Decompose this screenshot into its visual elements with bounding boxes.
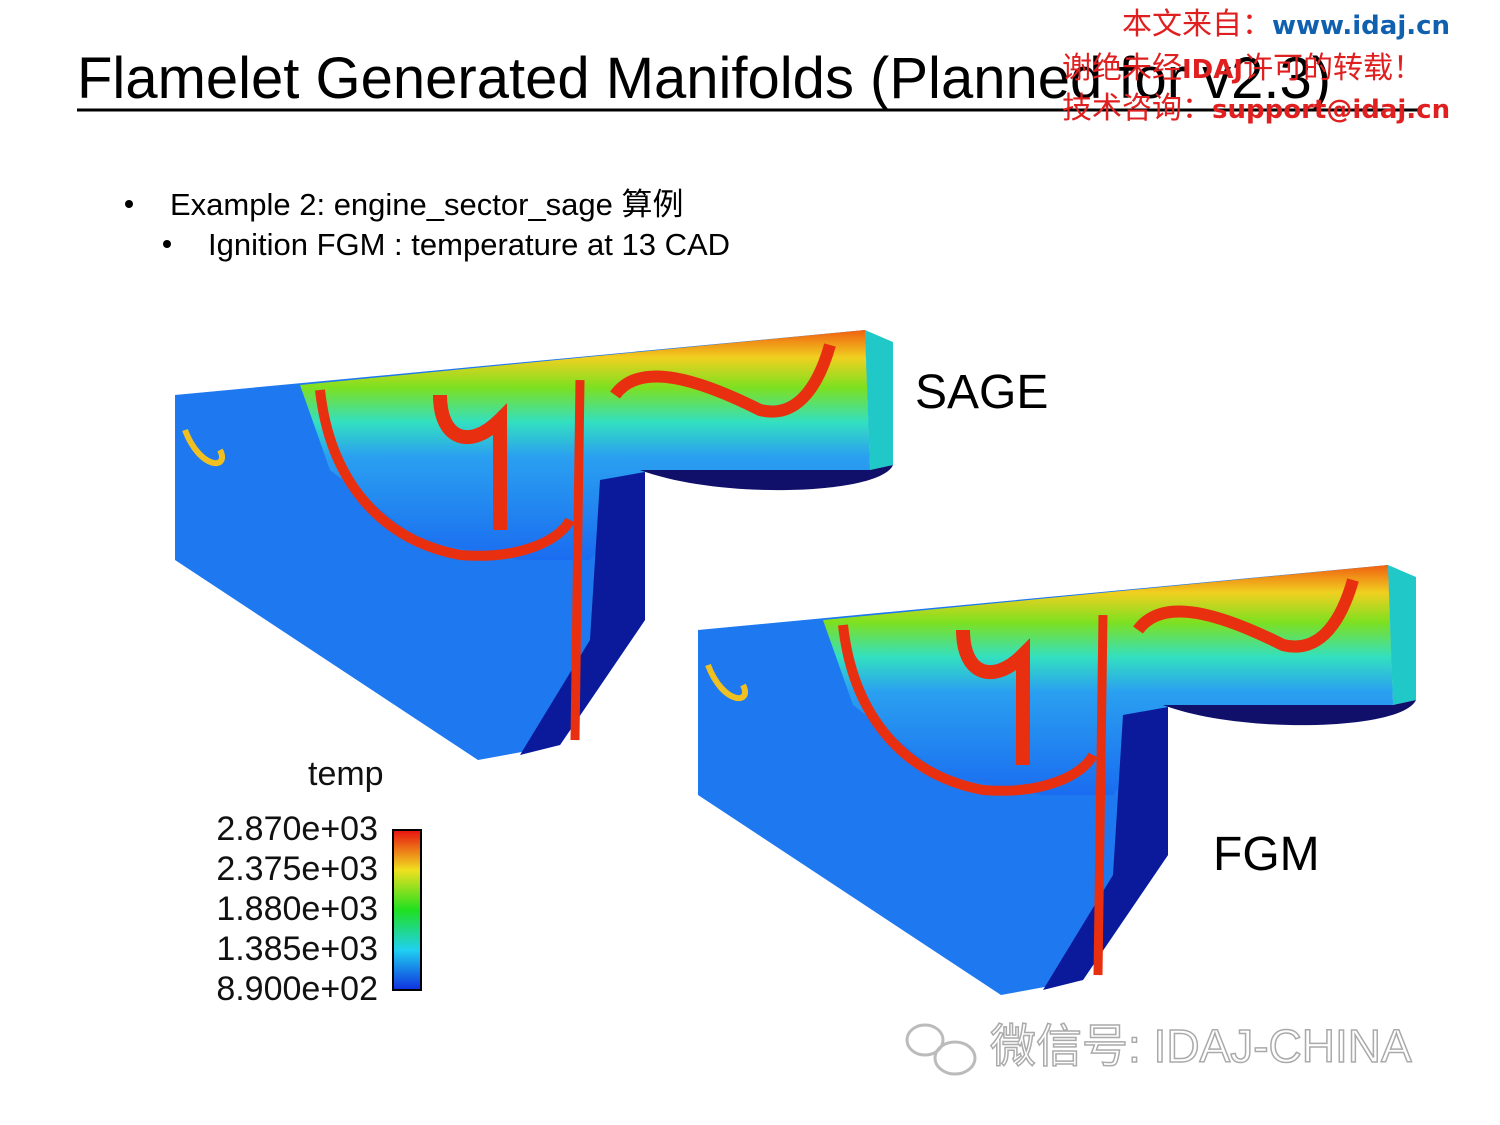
figure-label: FGM bbox=[1213, 828, 1320, 881]
watermark-email: support@idaj.cn bbox=[1212, 95, 1450, 125]
bullet bbox=[163, 240, 171, 248]
watermark-text: 技术咨询：support@idaj.cn bbox=[1062, 91, 1450, 126]
legend-label: 2.870e+03 bbox=[216, 810, 378, 848]
legend-label: 1.880e+03 bbox=[216, 890, 378, 928]
fgm-render bbox=[698, 565, 1416, 995]
watermark-text: 本文来自：www.idaj.cn bbox=[1122, 7, 1450, 42]
figure-label: SAGE bbox=[915, 366, 1048, 419]
watermark-text: 本文来自： bbox=[1122, 7, 1272, 42]
bullet-text: Example 2: engine_sector_sage 算例 bbox=[170, 187, 684, 222]
bullet bbox=[125, 200, 133, 208]
legend-title: temp bbox=[308, 755, 384, 793]
legend-label: 8.900e+02 bbox=[216, 970, 378, 1008]
watermark-text: 谢绝未经IDAJ许可的转载！ bbox=[1062, 51, 1423, 86]
colorbar bbox=[392, 829, 422, 991]
slide-title: Flamelet Generated Manifolds (Planned fo… bbox=[77, 46, 1331, 111]
wechat-icon bbox=[905, 1023, 977, 1076]
legend-label: 2.375e+03 bbox=[216, 850, 378, 888]
watermark: 本文来自：www.idaj.cn 谢绝未经IDAJ许可的转载！ 技术咨询：sup… bbox=[1062, 7, 1450, 126]
watermark-brand: IDAJ bbox=[1182, 55, 1243, 85]
watermark-text: 谢绝未经 bbox=[1062, 51, 1182, 86]
legend-label: 1.385e+03 bbox=[216, 930, 378, 968]
footer-text: 微信号: IDAJ-CHINA bbox=[990, 1020, 1412, 1072]
watermark-text: 技术咨询： bbox=[1062, 91, 1212, 126]
watermark-text: 许可的转载！ bbox=[1243, 51, 1423, 86]
bullet-text: Ignition FGM : temperature at 13 CAD bbox=[208, 227, 730, 262]
watermark-url: www.idaj.cn bbox=[1272, 11, 1450, 41]
legend: temp 2.870e+03 2.375e+03 1.880e+03 1.385… bbox=[216, 755, 422, 1008]
